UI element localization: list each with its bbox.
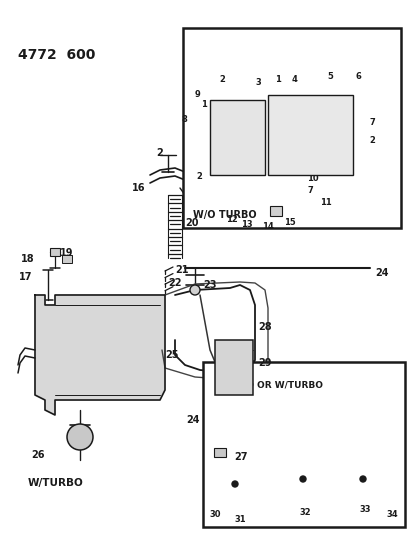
Text: 24: 24 [375,268,388,278]
Text: 30: 30 [209,510,221,519]
Text: 4772  600: 4772 600 [18,48,95,62]
Text: 2: 2 [369,136,375,145]
Text: 33: 33 [359,505,371,514]
Text: 18: 18 [21,254,35,264]
Circle shape [300,476,306,482]
Bar [183,28,401,228]
Text: 12: 12 [226,215,238,224]
Text: 21: 21 [175,265,188,275]
Text: 3: 3 [255,78,261,87]
Text: 34: 34 [386,510,398,519]
Text: 17: 17 [18,272,32,282]
Text: 16: 16 [131,183,145,193]
Text: 4: 4 [292,75,298,84]
Text: 15: 15 [284,218,296,227]
Text: W/O TURBO: W/O TURBO [193,210,257,220]
Text: 9: 9 [194,90,200,99]
Bar [215,340,253,395]
Text: 24: 24 [186,415,200,425]
Text: W/O OR W/TURBO: W/O OR W/TURBO [233,380,323,389]
Bar [50,248,60,256]
Text: 22: 22 [168,278,182,288]
Text: W/TURBO: W/TURBO [28,478,84,488]
Text: 2: 2 [196,172,202,181]
Text: 2: 2 [219,75,225,84]
Text: 19: 19 [60,248,73,258]
Bar [268,95,353,175]
Text: 31: 31 [234,515,246,524]
Bar [62,255,72,263]
Bar [210,100,265,175]
Polygon shape [35,295,165,415]
Text: 8: 8 [181,115,187,124]
Text: 1: 1 [275,75,281,84]
Text: 10: 10 [307,174,319,183]
Text: 13: 13 [241,220,253,229]
Text: 28: 28 [258,322,272,332]
Text: 25: 25 [165,350,179,360]
Text: 20: 20 [185,218,199,228]
Text: 5: 5 [327,72,333,81]
Text: 6: 6 [355,72,361,81]
Circle shape [67,424,93,450]
Text: 7: 7 [369,118,375,127]
Text: 2: 2 [157,148,163,158]
Text: 1: 1 [201,100,207,109]
Text: 27: 27 [234,452,248,462]
Circle shape [190,285,200,295]
Text: 26: 26 [31,450,45,460]
Text: 32: 32 [299,508,311,517]
Text: 23: 23 [203,280,217,290]
Text: 29: 29 [258,358,271,368]
Circle shape [232,481,238,487]
Circle shape [360,476,366,482]
Bar [270,206,282,216]
Text: 11: 11 [320,198,332,207]
Bar [214,448,226,457]
Text: 14: 14 [262,222,274,231]
Bar [203,362,405,527]
Text: 7: 7 [307,186,313,195]
